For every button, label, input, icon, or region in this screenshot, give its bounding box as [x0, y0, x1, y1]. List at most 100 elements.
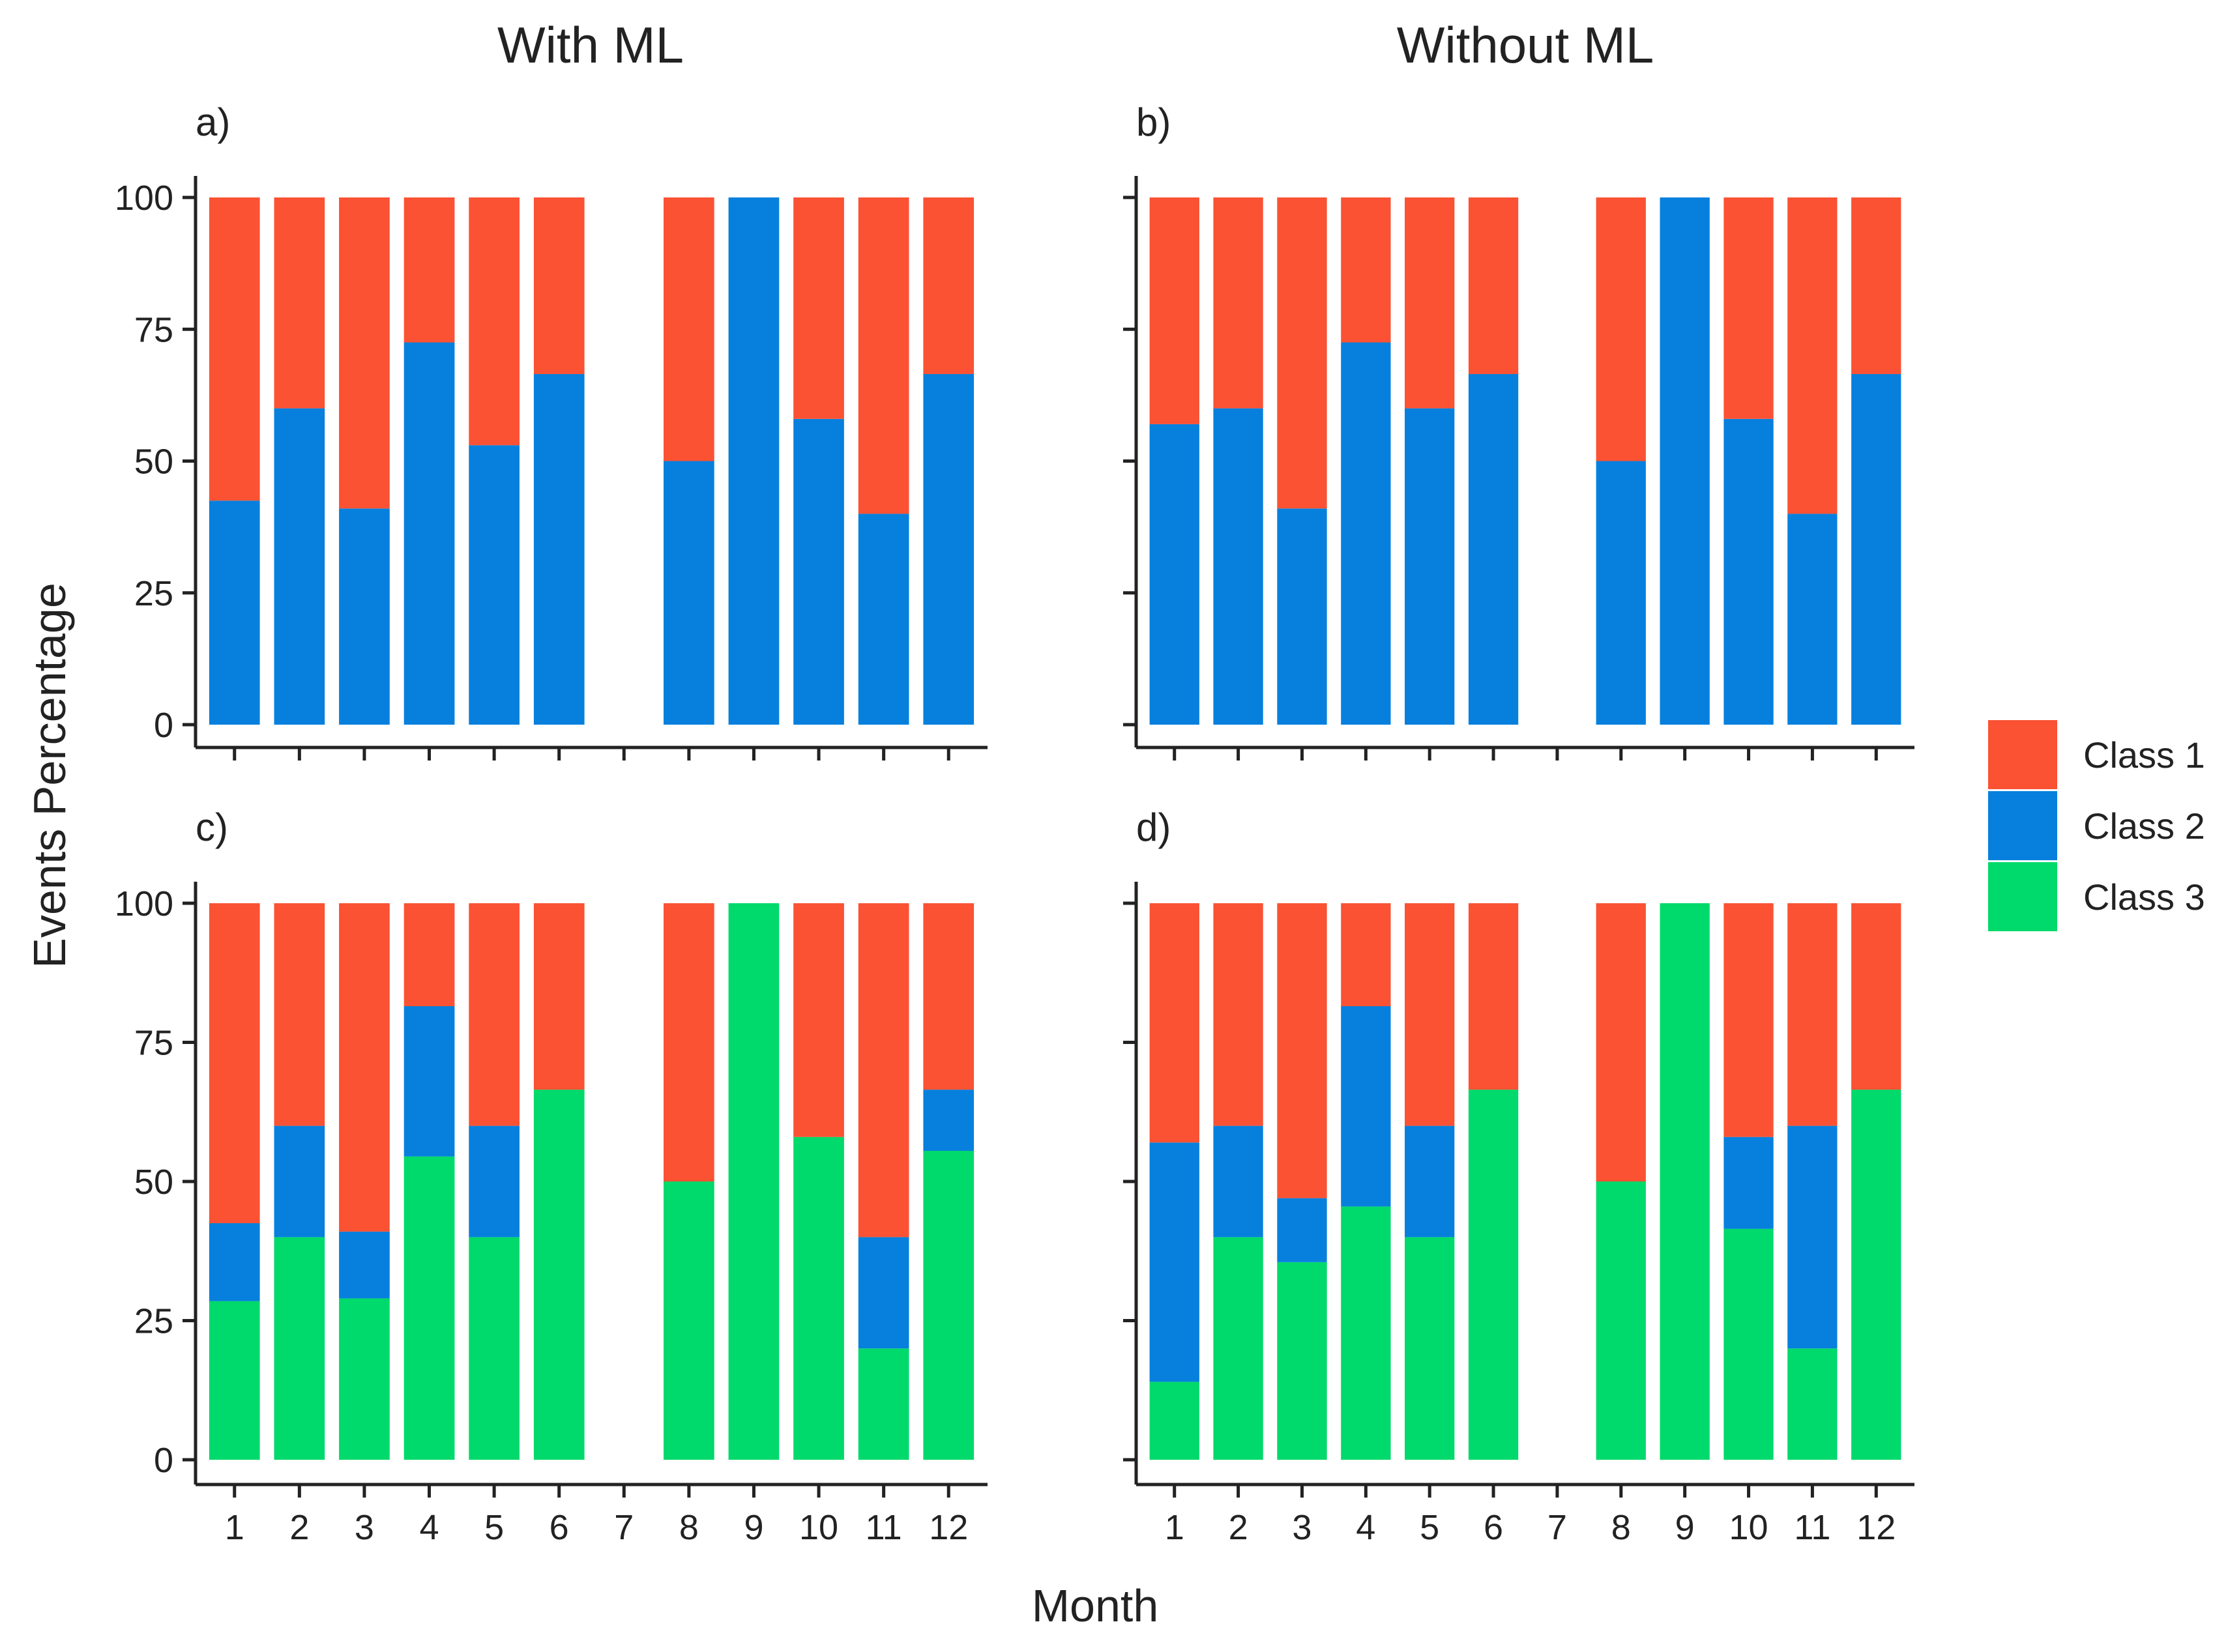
- bar-class-2-month-1: [1149, 424, 1199, 725]
- bar-class-1-month-6: [533, 903, 585, 1090]
- bar-class-3-month-2: [274, 1237, 325, 1460]
- y-tick-label: 25: [134, 1302, 173, 1341]
- x-tick-label: 4: [1356, 1508, 1375, 1547]
- bar-class-1-month-6: [533, 197, 585, 374]
- bar-class-2-month-5: [1405, 408, 1455, 725]
- bar-class-1-month-5: [1405, 903, 1455, 1126]
- legend: Class 1 Class 2 Class 3: [1988, 720, 2205, 931]
- x-tick-label: 2: [1229, 1508, 1248, 1547]
- bar-class-1-month-8: [1596, 903, 1646, 1181]
- bar-class-3-month-12: [1851, 1090, 1901, 1460]
- bar-class-2-month-2: [1213, 1125, 1263, 1238]
- bar-class-2-month-9: [1660, 197, 1710, 725]
- x-tick-label: 1: [1165, 1508, 1184, 1547]
- x-tick-label: 12: [929, 1508, 968, 1547]
- bar-class-1-month-2: [1213, 903, 1263, 1126]
- bar-class-1-month-11: [858, 903, 909, 1238]
- bar-class-1-month-1: [1149, 197, 1199, 424]
- bar-class-1-month-10: [1723, 197, 1774, 419]
- bar-class-1-month-1: [1149, 903, 1199, 1143]
- bar-class-2-month-2: [274, 1125, 325, 1238]
- bar-class-2-month-2: [274, 408, 325, 725]
- legend-swatch: [1988, 791, 2057, 860]
- bar-class-2-month-4: [1341, 1006, 1391, 1207]
- legend-item-class-2: Class 2: [1988, 791, 2205, 860]
- bar-class-1-month-4: [1341, 903, 1391, 1006]
- panel-label: a): [196, 100, 230, 144]
- x-tick-label: 7: [1547, 1508, 1567, 1547]
- bar-class-3-month-6: [1468, 1090, 1519, 1460]
- bar-class-1-month-11: [1787, 197, 1838, 514]
- x-tick-label: 6: [1484, 1508, 1503, 1547]
- y-tick-label: 50: [134, 1163, 173, 1202]
- column-title-with-ml: With ML: [497, 16, 684, 74]
- bar-class-1-month-5: [1405, 197, 1455, 409]
- bar-class-1-month-12: [1851, 197, 1901, 374]
- bar-class-1-month-10: [1723, 903, 1774, 1137]
- y-tick-label: 100: [115, 884, 173, 923]
- bar-class-2-month-4: [403, 1006, 455, 1157]
- bar-class-3-month-12: [923, 1151, 975, 1460]
- bar-class-2-month-11: [858, 514, 909, 725]
- bar-class-3-month-9: [728, 903, 780, 1460]
- bar-class-3-month-1: [209, 1301, 260, 1460]
- bar-class-1-month-8: [664, 197, 714, 461]
- bar-class-1-month-11: [858, 197, 909, 514]
- bar-class-1-month-5: [469, 197, 520, 446]
- x-tick-label: 12: [1856, 1508, 1896, 1547]
- bar-class-3-month-2: [1213, 1237, 1263, 1460]
- bar-class-3-month-4: [403, 1156, 455, 1460]
- bar-class-3-month-3: [339, 1298, 390, 1460]
- bar-class-2-month-6: [1468, 374, 1519, 725]
- bar-class-3-month-11: [858, 1348, 909, 1460]
- legend-swatch: [1988, 720, 2057, 789]
- y-tick-label: 75: [134, 310, 173, 349]
- bar-class-3-month-8: [1596, 1181, 1646, 1460]
- bar-class-2-month-4: [403, 342, 455, 725]
- bar-class-2-month-5: [1405, 1125, 1455, 1238]
- bar-class-3-month-11: [1787, 1348, 1838, 1460]
- bar-class-2-month-10: [1723, 418, 1774, 725]
- bar-class-2-month-3: [339, 508, 390, 725]
- bar-class-1-month-1: [209, 197, 260, 501]
- bar-class-3-month-10: [1723, 1228, 1774, 1460]
- bar-class-3-month-4: [1341, 1206, 1391, 1460]
- bar-class-3-month-3: [1277, 1262, 1327, 1460]
- y-tick-label: 75: [134, 1024, 173, 1063]
- bar-class-1-month-10: [793, 903, 844, 1137]
- bar-class-1-month-3: [339, 197, 390, 509]
- panel-label: c): [196, 805, 228, 849]
- x-tick-label: 9: [1675, 1508, 1695, 1547]
- bar-class-2-month-11: [1787, 1125, 1838, 1349]
- bar-class-1-month-4: [1341, 197, 1391, 343]
- bar-class-2-month-3: [1277, 508, 1327, 725]
- bar-class-1-month-6: [1468, 197, 1519, 374]
- bar-class-2-month-5: [469, 1125, 520, 1238]
- bar-class-1-month-6: [1468, 903, 1519, 1090]
- bar-class-3-month-6: [533, 1090, 585, 1460]
- panel-label: d): [1136, 805, 1171, 849]
- bar-class-1-month-2: [1213, 197, 1263, 409]
- bar-class-3-month-5: [469, 1237, 520, 1460]
- bar-class-1-month-4: [403, 903, 455, 1006]
- x-tick-label: 3: [1292, 1508, 1312, 1547]
- x-tick-label: 10: [1729, 1508, 1768, 1547]
- x-tick-label: 3: [355, 1508, 374, 1547]
- bar-class-3-month-5: [1405, 1237, 1455, 1460]
- y-tick-label: 0: [154, 706, 173, 745]
- legend-label: Class 2: [2083, 805, 2205, 847]
- bar-class-3-month-9: [1660, 903, 1710, 1460]
- x-tick-label: 2: [289, 1508, 309, 1547]
- legend-swatch: [1988, 862, 2057, 931]
- bar-class-1-month-12: [1851, 903, 1901, 1090]
- bar-class-2-month-3: [1277, 1198, 1327, 1262]
- y-tick-label: 50: [134, 442, 173, 482]
- bar-class-1-month-12: [923, 197, 975, 374]
- bar-class-1-month-11: [1787, 903, 1838, 1126]
- bar-class-2-month-11: [858, 1237, 909, 1349]
- bar-class-2-month-11: [1787, 514, 1838, 725]
- x-tick-label: 8: [1611, 1508, 1631, 1547]
- bar-class-3-month-8: [664, 1181, 714, 1460]
